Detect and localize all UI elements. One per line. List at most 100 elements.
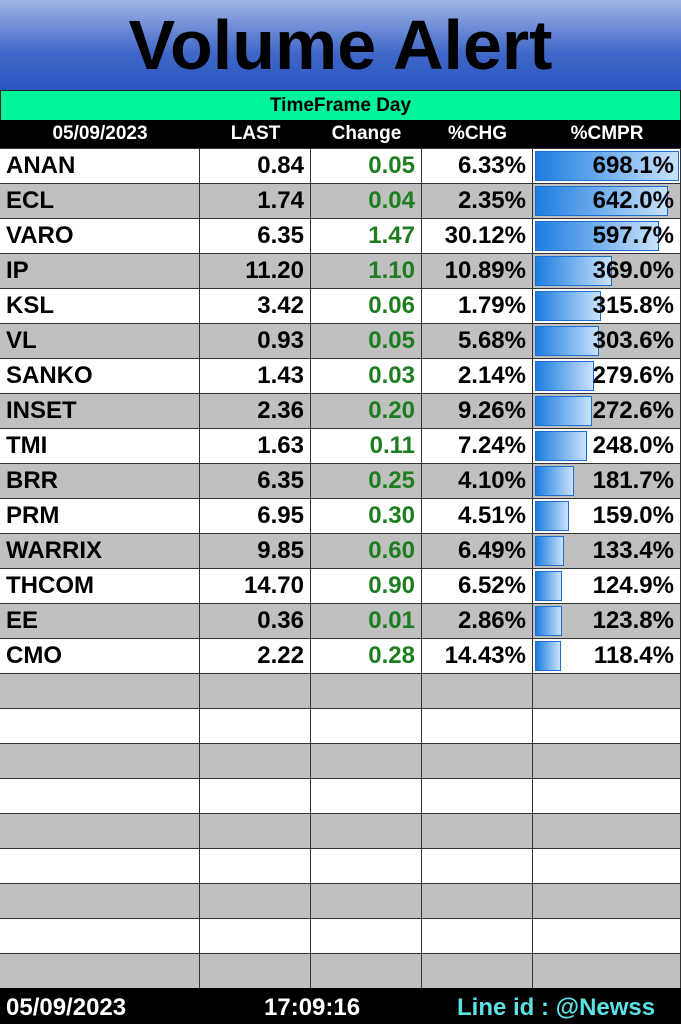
change-cell: 0.05 [311, 324, 422, 358]
last-cell: 3.42 [200, 289, 311, 323]
last-cell: 2.22 [200, 639, 311, 673]
chg-cell: 2.35% [422, 184, 533, 218]
empty-cell [533, 954, 681, 988]
cmpr-bar [535, 536, 565, 566]
last-cell: 9.85 [200, 534, 311, 568]
table-row: SANKO 1.43 0.03 2.14% 279.6% [0, 359, 681, 394]
empty-cell [533, 919, 681, 953]
column-header: Change [331, 123, 402, 144]
empty-cell [311, 709, 422, 743]
table-row [0, 744, 681, 779]
cmpr-cell: 118.4% [533, 639, 681, 673]
last-cell: 1.43 [200, 359, 311, 393]
chg-cell: 4.10% [422, 464, 533, 498]
symbol-cell: PRM [0, 499, 200, 533]
cmpr-cell: 248.0% [533, 429, 681, 463]
symbol-cell: THCOM [0, 569, 200, 603]
footer: 05/09/2023 17:09:16 Line id : @Newss [0, 988, 681, 1024]
cmpr-cell: 642.0% [533, 184, 681, 218]
cmpr-value: 272.6% [592, 397, 674, 424]
empty-cell [311, 744, 422, 778]
cmpr-value: 123.8% [592, 607, 674, 634]
cmpr-cell: 303.6% [533, 324, 681, 358]
cmpr-value: 124.9% [592, 572, 674, 599]
empty-cell [200, 779, 311, 813]
cmpr-bar [535, 326, 599, 356]
table-row [0, 884, 681, 919]
symbol-cell: VARO [0, 219, 200, 253]
cmpr-value: 315.8% [592, 292, 674, 319]
chg-cell: 5.68% [422, 324, 533, 358]
empty-cell [311, 779, 422, 813]
empty-cell [200, 709, 311, 743]
cmpr-value: 181.7% [592, 467, 674, 494]
empty-cell [533, 779, 681, 813]
last-cell: 6.35 [200, 219, 311, 253]
cmpr-value: 133.4% [592, 537, 674, 564]
last-cell: 0.93 [200, 324, 311, 358]
footer-line-id: Line id : @Newss [457, 994, 656, 1021]
table-row [0, 814, 681, 849]
column-header: %CMPR [570, 123, 644, 144]
chg-cell: 2.14% [422, 359, 533, 393]
table-row [0, 849, 681, 884]
cmpr-cell: 272.6% [533, 394, 681, 428]
empty-cell [533, 744, 681, 778]
empty-cell [311, 919, 422, 953]
chg-cell: 2.86% [422, 604, 533, 638]
last-cell: 6.35 [200, 464, 311, 498]
timeframe: TimeFrame Day [0, 90, 681, 121]
empty-cell [422, 709, 533, 743]
header-row: 05/09/2023 LAST Change %CHG %CMPR [0, 120, 681, 149]
change-cell: 0.30 [311, 499, 422, 533]
empty-cell [200, 674, 311, 708]
symbol-cell: SANKO [0, 359, 200, 393]
cmpr-cell: 133.4% [533, 534, 681, 568]
cmpr-cell: 279.6% [533, 359, 681, 393]
cmpr-value: 369.0% [592, 257, 674, 284]
column-header: %CHG [447, 123, 508, 144]
table-row: KSL 3.42 0.06 1.79% 315.8% [0, 289, 681, 324]
cmpr-value: 248.0% [592, 432, 674, 459]
change-cell: 0.90 [311, 569, 422, 603]
cmpr-bar [535, 221, 659, 251]
cmpr-bar [535, 606, 563, 636]
symbol-cell: INSET [0, 394, 200, 428]
empty-cell [533, 849, 681, 883]
cmpr-cell: 181.7% [533, 464, 681, 498]
change-cell: 0.05 [311, 149, 422, 183]
cmpr-bar [535, 501, 570, 531]
table-row: IP 11.20 1.10 10.89% 369.0% [0, 254, 681, 289]
cmpr-cell: 315.8% [533, 289, 681, 323]
change-cell: 0.04 [311, 184, 422, 218]
change-cell: 0.03 [311, 359, 422, 393]
cmpr-bar [535, 291, 602, 321]
empty-cell [422, 814, 533, 848]
chg-cell: 6.52% [422, 569, 533, 603]
empty-cell [422, 919, 533, 953]
symbol-cell: CMO [0, 639, 200, 673]
table-row [0, 954, 681, 989]
change-cell: 0.60 [311, 534, 422, 568]
empty-cell [200, 849, 311, 883]
chg-cell: 1.79% [422, 289, 533, 323]
last-cell: 1.63 [200, 429, 311, 463]
last-cell: 0.84 [200, 149, 311, 183]
title: Volume Alert [0, 0, 681, 90]
empty-cell [200, 884, 311, 918]
empty-cell [422, 954, 533, 988]
cmpr-value: 698.1% [592, 152, 674, 179]
change-cell: 0.28 [311, 639, 422, 673]
cmpr-bar [535, 396, 593, 426]
chg-cell: 10.89% [422, 254, 533, 288]
change-cell: 0.01 [311, 604, 422, 638]
empty-cell [0, 919, 200, 953]
empty-cell [0, 674, 200, 708]
cmpr-bar [535, 431, 588, 461]
change-cell: 0.06 [311, 289, 422, 323]
table-row: EE 0.36 0.01 2.86% 123.8% [0, 604, 681, 639]
table-row: TMI 1.63 0.11 7.24% 248.0% [0, 429, 681, 464]
table-row [0, 919, 681, 954]
chg-cell: 4.51% [422, 499, 533, 533]
empty-cell [0, 744, 200, 778]
